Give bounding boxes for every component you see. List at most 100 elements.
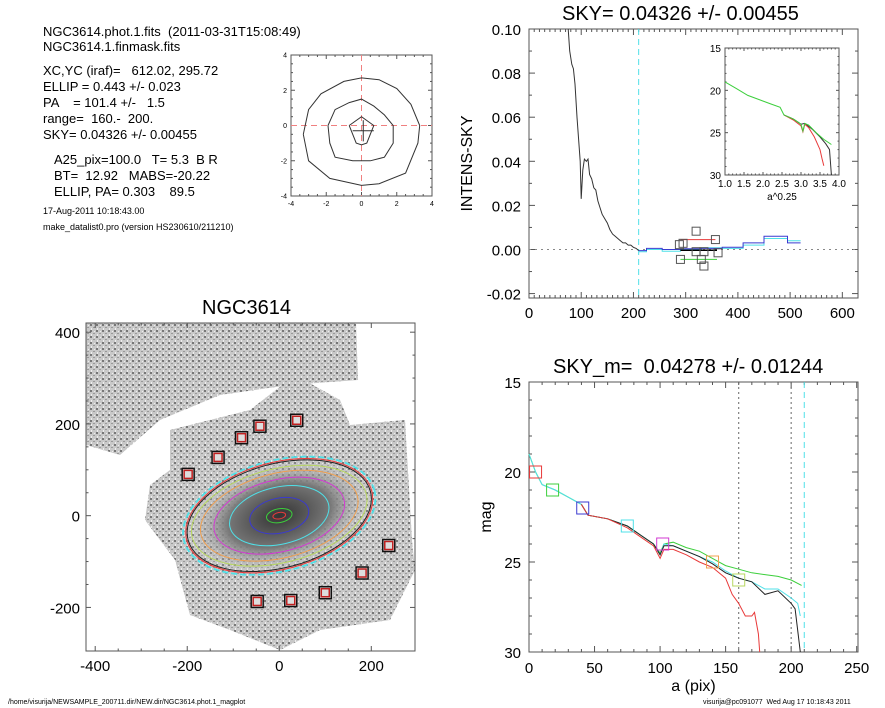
mag-xtick-label: 100 [648,660,673,677]
centering-xtick-label: -4 [288,201,294,208]
galaxy-glow [186,457,373,575]
mag-marker [576,501,590,515]
centering-ytick-label: -2 [281,158,287,165]
sky-box-outer [250,594,264,609]
isophote-ellipse [190,464,368,567]
ellip-pa-line: ELLIP, PA= 0.303 89.5 [54,184,195,199]
date-line: 17-Aug-2011 10:18:43.00 [43,206,145,216]
mag-xtick-label: 250 [844,660,869,677]
image-ytick-label: 200 [55,417,80,434]
mag-series-cyan [528,453,801,617]
inset-xtick-label: 2.0 [756,179,770,190]
sky-box-outer [211,450,225,465]
sky-ytick-label: 0.10 [492,22,521,39]
mag-xtick-label: 200 [779,660,804,677]
fits-file-line: NGC3614.phot.1.fits (2011-03-31T15:08:49… [43,24,301,39]
centering-ytick-label: -4 [281,194,287,201]
sky-box-inner [357,568,367,578]
isophote-ellipse [185,457,374,574]
isophote-ellipse [186,459,372,573]
sky-box-outer [382,538,396,553]
sky-ytick-label: 0.00 [492,242,521,259]
field-strip-upper [86,323,358,455]
inset-ytick-label: 30 [710,171,722,182]
mag-ytick-label: 25 [504,555,521,572]
mag-series-green [528,453,802,586]
inset-xtick-label: 3.0 [794,179,808,190]
mag-xtick-label: 0 [525,660,533,677]
sky-box-outer [234,430,249,445]
mag-marker [620,519,634,533]
sky-box-outer [284,593,298,608]
inset-xtick-label: 1.5 [737,179,751,190]
centering-xtick-label: 4 [430,201,434,208]
contour-0 [348,116,375,146]
sky-steps-cyan [638,238,801,253]
mag-ylabel: mag [478,501,495,532]
image-xtick-label: -200 [172,658,202,675]
mag-profile-title: SKY_m= 0.04278 +/- 0.01244 [553,356,824,378]
inset-xtick-label: 3.5 [813,179,827,190]
image-xtick-label: 0 [275,658,283,675]
mag-frame [528,381,859,653]
inset-xtick-label: 4.0 [832,179,846,190]
sky-frame [528,28,859,299]
image-xtick-label: 200 [359,658,384,675]
sky-box-outer [181,467,195,482]
mag-xtick-label: 150 [713,660,738,677]
isophote-ellipse [213,476,346,555]
sky-box-outer [355,566,369,580]
inset-xtick-label: 1.0 [718,179,732,190]
sky-ytick-label: 0.08 [492,66,521,83]
isophote-ellipse [272,511,287,520]
ellip-line: ELLIP = 0.443 +/- 0.023 [43,79,181,94]
sky-box-inner [320,587,331,598]
image-ytick-label: -200 [50,600,80,617]
mag-marker [656,537,670,551]
image-ytick-label: 0 [72,509,80,526]
sky-square-marker [696,254,706,264]
sky-xtick-label: 0 [525,305,533,322]
sky-box-outer [318,585,333,600]
centering-xtick-label: 0 [360,201,364,208]
sky-box-inner [252,596,262,607]
mag-xtick-label: 50 [586,660,603,677]
sky-box-outer [253,419,267,433]
sky-box-inner [183,469,193,480]
image-xtick-label: -400 [80,658,110,675]
inset-green-line [724,81,832,145]
isophote-ellipse [229,485,330,547]
image-frame [85,322,416,652]
mag-ytick-label: 15 [504,375,521,392]
sky-line: SKY= 0.04326 +/- 0.00455 [43,127,197,142]
sky-box-outer [289,413,304,428]
inset-red-line [783,114,825,166]
isophote-ellipse [249,496,310,535]
sky-ylabel: INTENS-SKY [459,115,476,211]
inset-ytick-label: 20 [710,86,722,97]
isophote-ellipse [182,455,377,576]
centering-ytick-label: 4 [283,53,287,60]
sky-xtick-label: 400 [725,305,750,322]
sky-xtick-label: 200 [621,305,646,322]
sky-profile-title: SKY= 0.04326 +/- 0.00455 [562,3,799,25]
sky-box-inner [213,452,223,463]
sky-square-marker [691,226,701,236]
sky-square-marker [675,254,685,264]
sky-xtick-label: 300 [673,305,698,322]
bt-line: BT= 12.92 MABS=-20.22 [54,168,211,183]
sky-box-inner [286,595,296,606]
isophote-ellipse [266,508,293,524]
image-layer [86,323,415,650]
mag-marker [706,555,720,569]
sky-profile-line [567,28,640,251]
inset-xtick-label: 2.5 [775,179,789,190]
mag-series-black [580,504,801,653]
sky-box-inner [255,421,265,431]
image-ytick-label: 400 [55,325,80,342]
inset-xlabel: a^0.25 [767,192,797,203]
sky-ytick-label: 0.02 [492,198,521,215]
sky-square-marker [699,261,709,271]
image-title: NGC3614 [202,297,291,319]
